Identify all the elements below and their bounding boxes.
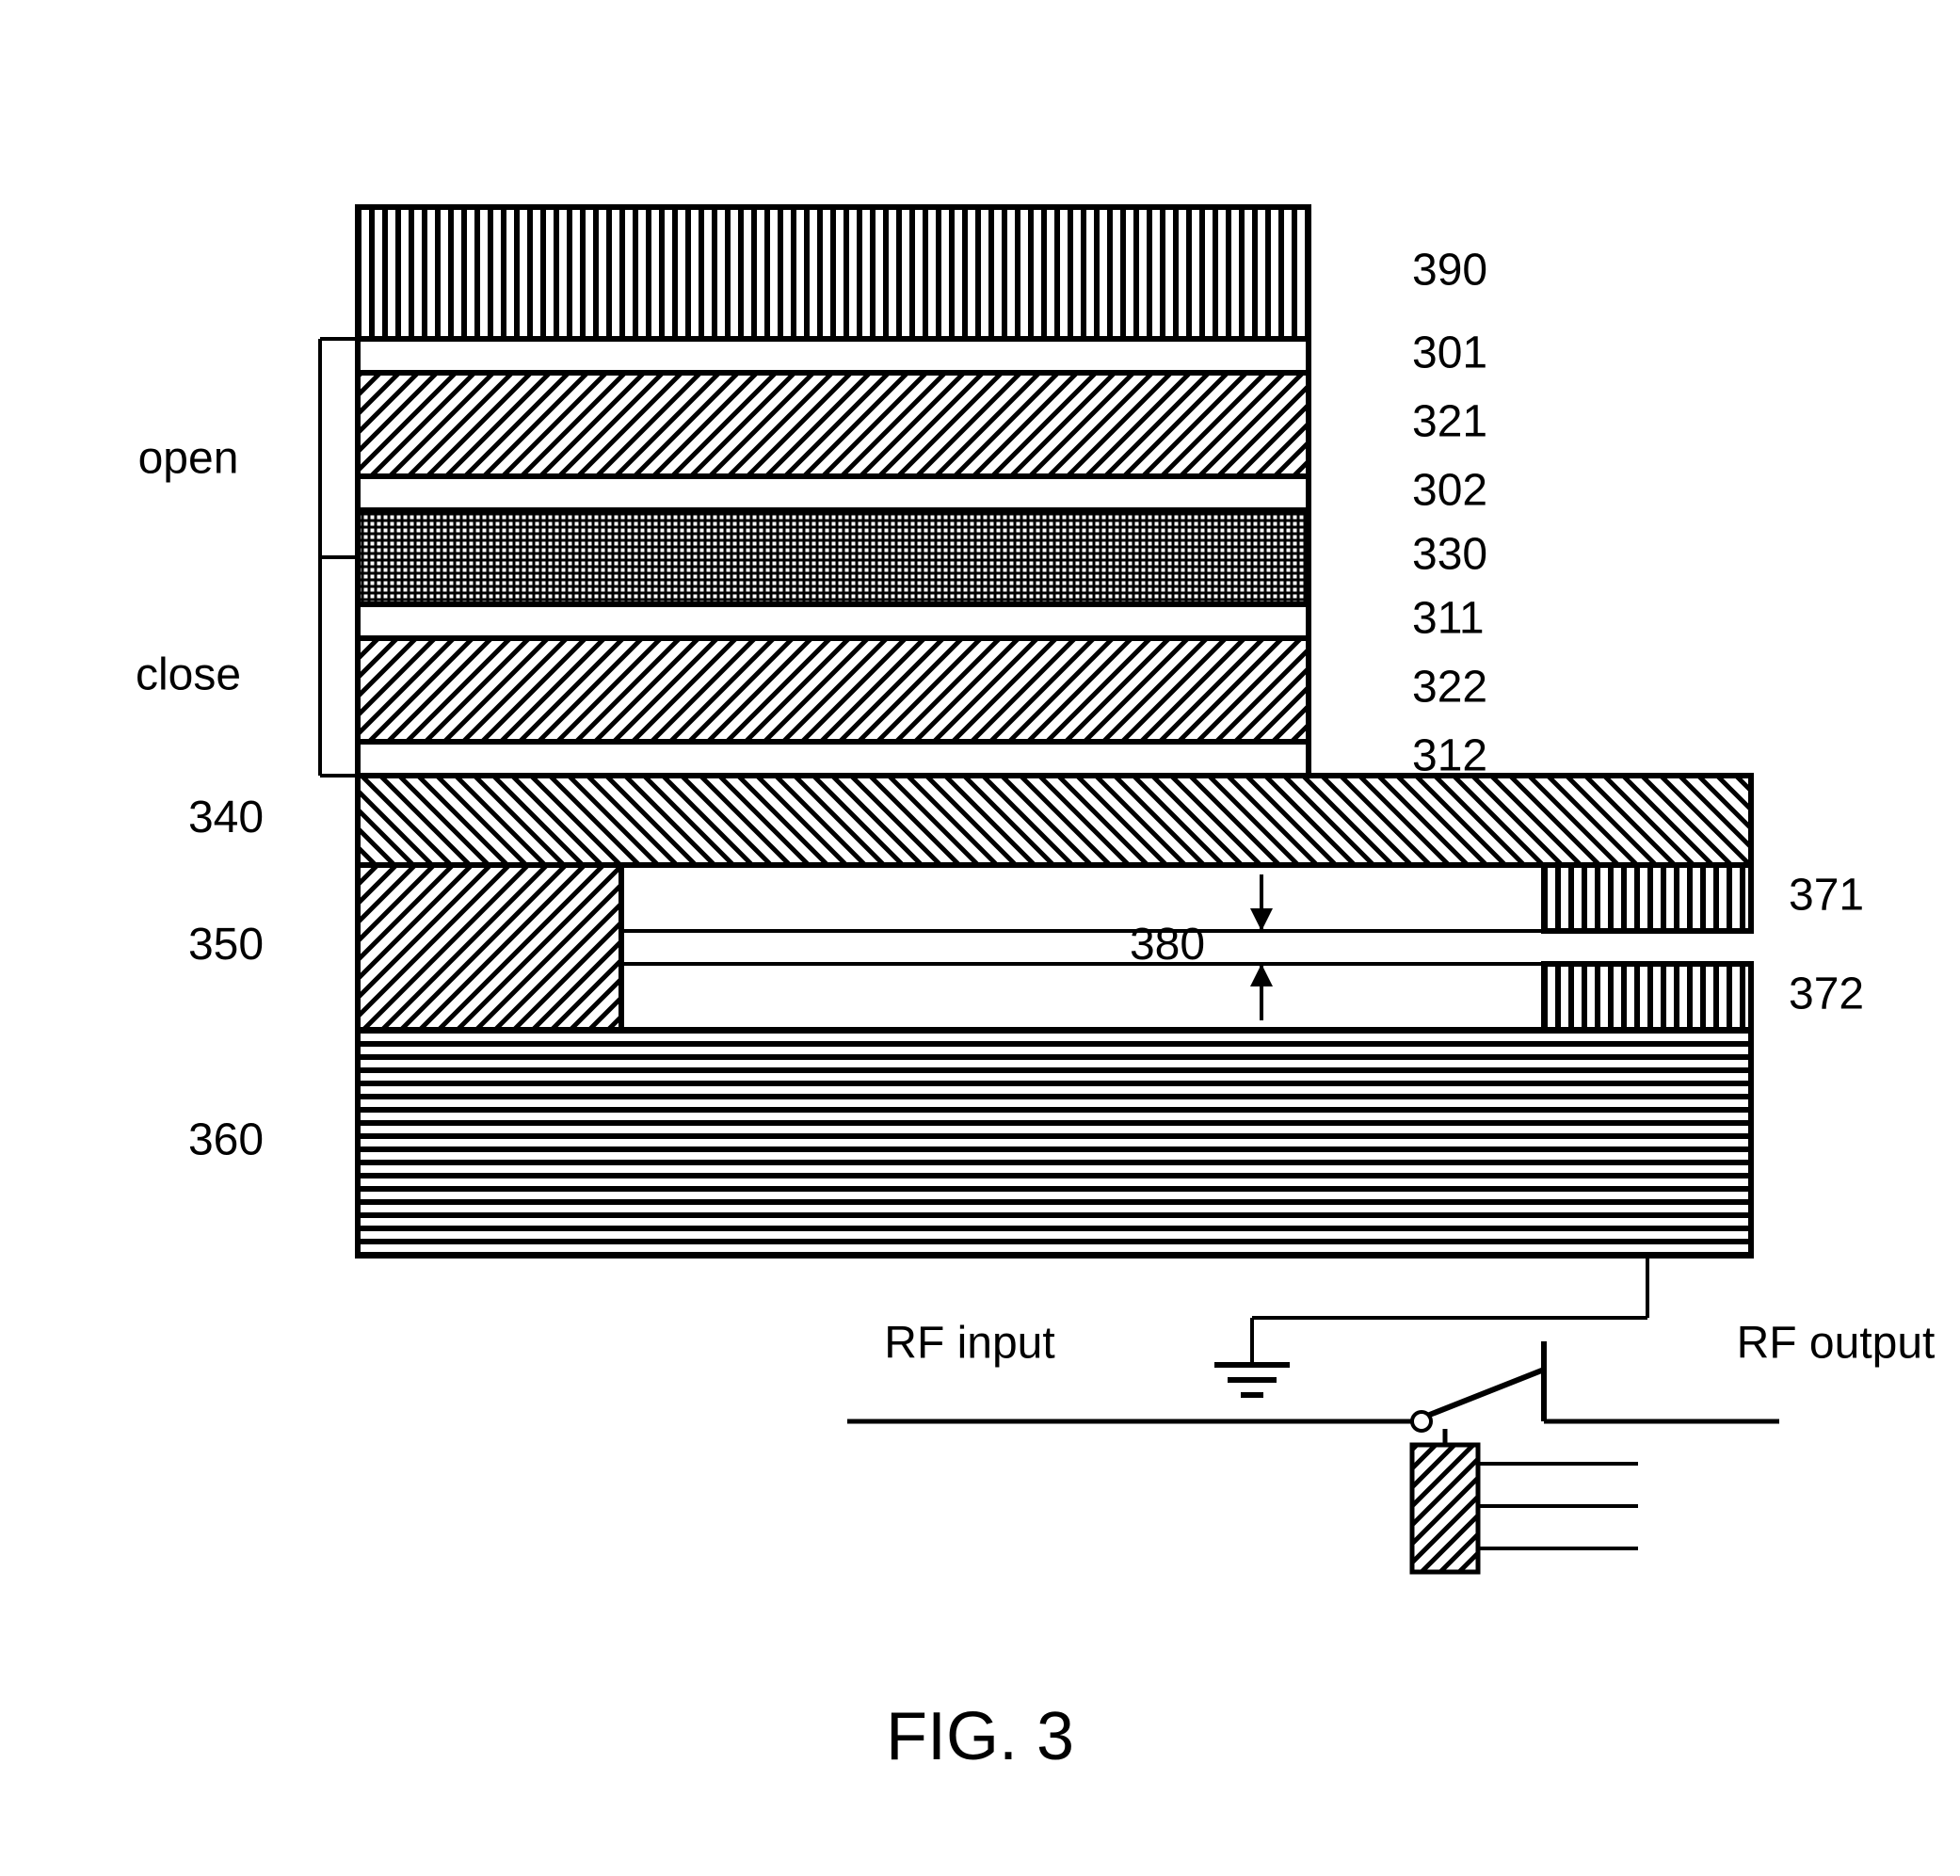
layer-360	[358, 1030, 1751, 1256]
actuator-box	[1412, 1445, 1478, 1572]
label-321: 321	[1412, 397, 1487, 447]
label-301: 301	[1412, 329, 1487, 378]
arrow-head	[1250, 964, 1273, 986]
layer-312	[358, 742, 1309, 776]
layer-311	[358, 604, 1309, 638]
label-322: 322	[1412, 663, 1487, 713]
rf-input-label: RF input	[884, 1319, 1054, 1369]
label-360: 360	[188, 1115, 264, 1165]
layer-340	[358, 776, 1751, 865]
label-390: 390	[1412, 246, 1487, 296]
bracket-label-close: close	[136, 650, 241, 700]
bracket-label-open: open	[138, 434, 239, 484]
contact-372	[1544, 964, 1751, 1030]
layer-390	[358, 207, 1309, 339]
arrow-head	[1250, 908, 1273, 931]
label-350: 350	[188, 920, 264, 970]
layer-322	[358, 638, 1309, 742]
label-340: 340	[188, 793, 264, 842]
layer-321	[358, 373, 1309, 476]
label-372: 372	[1789, 970, 1864, 1019]
figure-3-diagram: 390301321302330311322312openclose3403503…	[0, 0, 1960, 1876]
label-302: 302	[1412, 466, 1487, 516]
rf-output-label: RF output	[1737, 1319, 1936, 1369]
layer-302	[358, 476, 1309, 510]
layer-350	[358, 865, 621, 1030]
switch-arm	[1427, 1370, 1544, 1416]
label-311: 311	[1412, 594, 1485, 644]
label-380: 380	[1130, 920, 1205, 970]
label-371: 371	[1789, 871, 1864, 921]
figure-caption: FIG. 3	[886, 1699, 1074, 1774]
layer-330	[358, 510, 1309, 604]
contact-371	[1544, 865, 1751, 931]
label-330: 330	[1412, 530, 1487, 580]
layer-301	[358, 339, 1309, 373]
